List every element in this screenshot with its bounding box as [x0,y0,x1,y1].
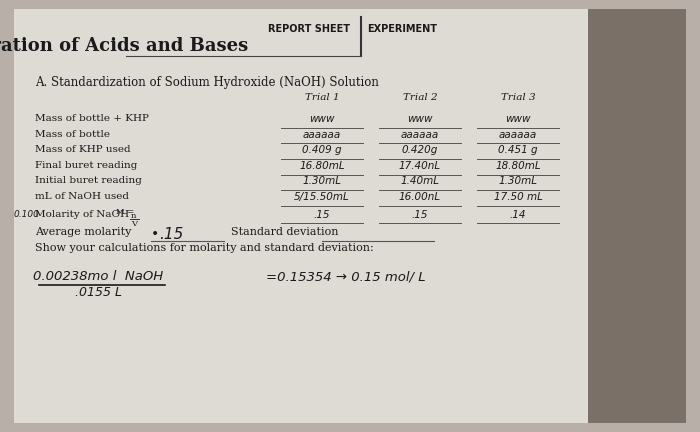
Text: EXPERIMENT: EXPERIMENT [368,24,438,34]
Text: A. Standardization of Sodium Hydroxide (NaOH) Solution: A. Standardization of Sodium Hydroxide (… [35,76,379,89]
Text: .14: .14 [510,210,526,219]
Text: Trial 1: Trial 1 [304,93,340,102]
Text: Final buret reading: Final buret reading [35,161,137,170]
Text: aaaaaa: aaaaaa [303,130,341,140]
Text: .15: .15 [160,227,184,242]
Text: 17.40nL: 17.40nL [399,161,441,171]
Text: Titration of Acids and Bases: Titration of Acids and Bases [0,37,248,55]
Text: 17.50 mL: 17.50 mL [494,192,542,202]
Text: Mass of bottle + KHP: Mass of bottle + KHP [35,114,149,124]
Text: Mass of KHP used: Mass of KHP used [35,145,131,154]
Text: REPORT SHEET: REPORT SHEET [268,24,350,34]
Text: www: www [407,114,433,124]
FancyBboxPatch shape [588,9,686,423]
FancyBboxPatch shape [14,9,588,423]
Text: 0.00238mo l  NaOH: 0.00238mo l NaOH [33,270,163,283]
Text: .0155 L: .0155 L [74,286,122,299]
Text: mL of NaOH used: mL of NaOH used [35,192,129,201]
Text: 0.451 g: 0.451 g [498,145,538,155]
Text: 16.80mL: 16.80mL [299,161,345,171]
Text: 0.409 g: 0.409 g [302,145,342,155]
Text: 16.00nL: 16.00nL [399,192,441,202]
Text: 0.100: 0.100 [14,210,40,219]
Text: 1.30mL: 1.30mL [498,176,538,186]
Text: www: www [309,114,335,124]
Text: .15: .15 [412,210,428,219]
Text: Trial 2: Trial 2 [402,93,438,102]
Text: 1.40mL: 1.40mL [400,176,440,186]
Text: Show your calculations for molarity and standard deviation:: Show your calculations for molarity and … [35,243,374,253]
Text: M =: M = [116,208,134,216]
Text: •: • [150,227,159,241]
Text: 5/15.50mL: 5/15.50mL [294,192,350,202]
Text: Trial 3: Trial 3 [500,93,536,102]
Text: Initial buret reading: Initial buret reading [35,176,142,185]
Text: 18.80mL: 18.80mL [495,161,541,171]
Text: =0.15354 → 0.15 mol/ L: =0.15354 → 0.15 mol/ L [266,270,426,283]
Text: Molarity of NaOH: Molarity of NaOH [35,210,129,219]
Text: Mass of bottle: Mass of bottle [35,130,110,139]
Text: www: www [505,114,531,124]
Text: n: n [131,212,136,220]
Text: .15: .15 [314,210,330,219]
Text: aaaaaa: aaaaaa [401,130,439,140]
Text: aaaaaa: aaaaaa [499,130,537,140]
Text: 0.420g: 0.420g [402,145,438,155]
Text: Standard deviation: Standard deviation [231,227,339,237]
Text: 1.30mL: 1.30mL [302,176,342,186]
Text: Average molarity: Average molarity [35,227,132,237]
Text: V: V [131,220,137,229]
